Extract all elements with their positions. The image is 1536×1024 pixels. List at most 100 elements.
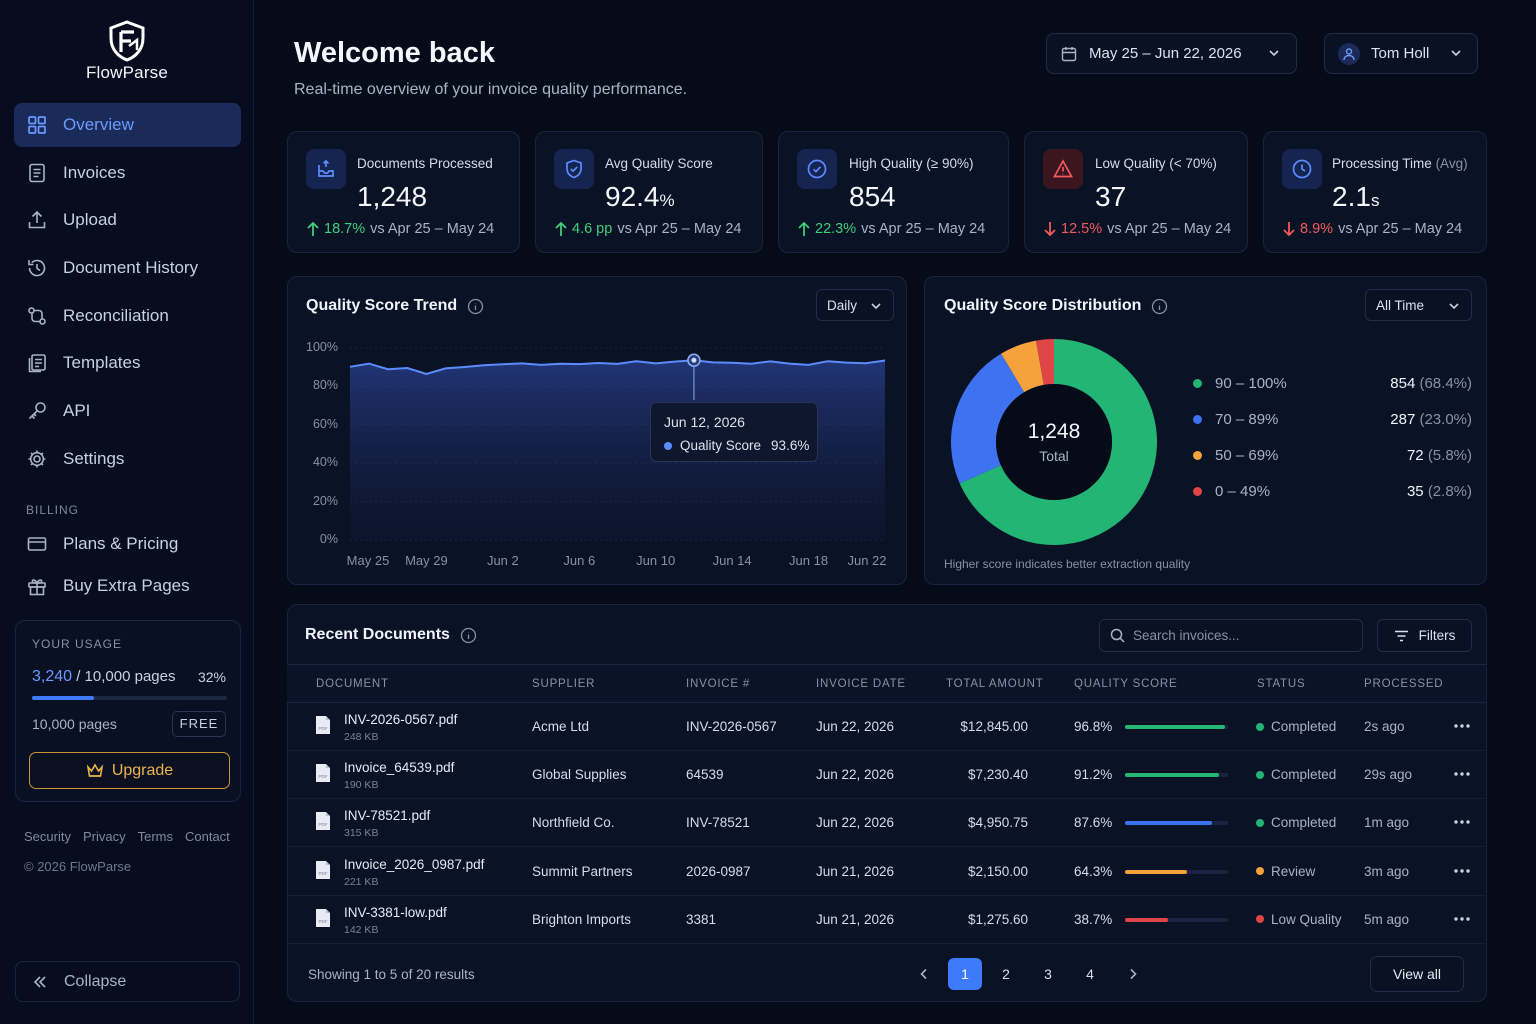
view-all-button[interactable]: View all xyxy=(1370,956,1464,992)
chevron-left-icon xyxy=(920,968,927,980)
pagination-page-4[interactable]: 4 xyxy=(1086,966,1094,982)
column-header-supplier[interactable]: SUPPLIER xyxy=(532,678,596,690)
sidebar-item-overview[interactable]: Overview xyxy=(14,103,241,147)
more-options-icon[interactable] xyxy=(1452,814,1472,830)
table-row[interactable]: PDF Invoice_64539.pdf 190 KB Global Supplie… xyxy=(287,751,1486,800)
kpi-delta: 4.6 pp vs Apr 25 – May 24 xyxy=(554,221,741,237)
table-row[interactable]: PDF INV-2026-0567.pdf 248 KB Acme Ltd INV-20… xyxy=(287,703,1486,751)
invoice-date-cell: Jun 22, 2026 xyxy=(816,815,895,831)
quality-distribution-donut xyxy=(951,339,1157,545)
kpi-value-unit: % xyxy=(659,191,675,210)
donut-slice[interactable] xyxy=(1035,339,1054,385)
document-name[interactable]: Invoice_64539.pdf xyxy=(344,760,455,776)
trend-period-select[interactable]: Daily xyxy=(816,289,894,321)
sidebar-item-templates[interactable]: Templates xyxy=(14,341,241,385)
date-range-picker[interactable]: May 25 – Jun 22, 2026 xyxy=(1046,33,1297,74)
search-input[interactable] xyxy=(1133,628,1353,643)
invoice-number-cell: INV-2026-0567 xyxy=(686,719,777,734)
more-options-icon[interactable] xyxy=(1452,911,1472,927)
document-name[interactable]: Invoice_2026_0987.pdf xyxy=(344,856,485,872)
card-icon xyxy=(26,533,48,555)
pdf-file-icon: PDF xyxy=(316,764,330,783)
document-name[interactable]: INV-3381-low.pdf xyxy=(344,904,447,920)
table-row[interactable]: PDF INV-3381-low.pdf 142 KB Brighton Import… xyxy=(287,896,1486,944)
kpi-delta-value: 8.9% xyxy=(1300,221,1334,237)
column-header-invoice-number[interactable]: INVOICE # xyxy=(686,678,751,690)
user-menu[interactable]: Tom Holl xyxy=(1324,33,1478,74)
svg-text:PDF: PDF xyxy=(319,822,328,827)
main-nav: Overview Invoices Upload Document Histor… xyxy=(14,103,241,485)
sidebar-item-plans-pricing[interactable]: Plans & Pricing xyxy=(14,523,241,565)
gear-icon xyxy=(26,448,48,470)
footer-link-security[interactable]: Security xyxy=(24,829,71,844)
sidebar-item-invoices[interactable]: Invoices xyxy=(14,151,241,195)
search-box[interactable] xyxy=(1099,619,1363,652)
document-size: 315 KB xyxy=(344,827,379,840)
status-badge: Completed xyxy=(1256,767,1336,782)
kpi-icon-container xyxy=(797,149,837,189)
upgrade-button[interactable]: Upgrade xyxy=(29,752,230,789)
sidebar-item-document-history[interactable]: Document History xyxy=(14,246,241,290)
total-amount-cell: $4,950.75 xyxy=(967,815,1028,831)
filters-label: Filters xyxy=(1418,628,1456,643)
document-size: 248 KB xyxy=(344,731,379,743)
status-badge: Low Quality xyxy=(1256,912,1342,927)
collapse-sidebar-button[interactable]: Collapse xyxy=(15,961,240,1002)
pagination-next-button[interactable] xyxy=(1116,958,1150,990)
distribution-filter-value: All Time xyxy=(1376,297,1425,313)
kpi-value-number: 2.1 xyxy=(1332,181,1371,212)
column-header-processed[interactable]: PROCESSED xyxy=(1364,678,1444,690)
pagination-page-3[interactable]: 3 xyxy=(1044,966,1052,982)
invoice-number-cell: INV-78521 xyxy=(686,815,750,831)
avatar xyxy=(1338,42,1360,65)
tooltip-date: Jun 12, 2026 xyxy=(664,414,745,430)
donut-slice[interactable] xyxy=(959,339,1157,545)
more-options-icon[interactable] xyxy=(1452,766,1472,782)
sidebar-item-reconciliation[interactable]: Reconciliation xyxy=(14,294,241,338)
pagination-page-2[interactable]: 2 xyxy=(1002,966,1010,982)
panel-title-text: Quality Score Trend xyxy=(306,297,458,314)
column-header-document[interactable]: DOCUMENT xyxy=(316,678,389,690)
table-row[interactable]: PDF INV-78521.pdf 315 KB Northfield Co. INV-… xyxy=(287,799,1486,848)
sidebar-item-settings[interactable]: Settings xyxy=(14,437,241,481)
info-icon[interactable] xyxy=(467,298,484,315)
sidebar-item-upload[interactable]: Upload xyxy=(14,198,241,242)
table-row[interactable]: PDF Invoice_2026_0987.pdf 221 KB Summit Par… xyxy=(287,848,1486,896)
document-name[interactable]: INV-2026-0567.pdf xyxy=(344,712,458,727)
status-dot xyxy=(1256,867,1264,876)
page-title: Welcome back xyxy=(294,37,495,69)
kpi-compare: vs Apr 25 – May 24 xyxy=(370,221,495,237)
footer-link-privacy[interactable]: Privacy xyxy=(82,829,126,844)
sidebar-item-api[interactable]: API xyxy=(14,389,241,433)
quality-score-cell: 38.7% xyxy=(1074,911,1113,927)
column-header-invoice-date[interactable]: INVOICE DATE xyxy=(816,678,906,690)
gift-icon xyxy=(26,575,48,597)
key-icon xyxy=(26,400,48,422)
column-header-total-amount[interactable]: TOTAL AMOUNT xyxy=(946,678,1044,690)
distribution-filter-select[interactable]: All Time xyxy=(1365,289,1472,321)
donut-center: 1,248 Total xyxy=(1003,420,1105,464)
footer-link-contact[interactable]: Contact xyxy=(184,829,230,844)
donut-slice[interactable] xyxy=(951,353,1025,484)
more-options-icon[interactable] xyxy=(1452,863,1472,879)
kpi-value-number: 92.4 xyxy=(605,181,660,212)
footer-link-terms[interactable]: Terms xyxy=(137,829,173,844)
usage-title: YOUR USAGE xyxy=(32,637,123,651)
sidebar-item-buy-extra-pages[interactable]: Buy Extra Pages xyxy=(14,565,241,607)
brand-logo[interactable]: FlowParse xyxy=(0,20,254,83)
info-icon[interactable] xyxy=(460,627,477,644)
kpi-label: Processing Time (Avg) xyxy=(1332,156,1468,171)
column-header-status[interactable]: STATUS xyxy=(1257,678,1306,690)
more-options-icon[interactable] xyxy=(1452,718,1472,734)
document-name[interactable]: INV-78521.pdf xyxy=(344,808,431,824)
arrow-up-icon xyxy=(307,221,319,236)
donut-slice[interactable] xyxy=(1001,340,1044,393)
pagination-prev-button[interactable] xyxy=(907,958,941,990)
info-icon[interactable] xyxy=(1151,298,1168,315)
pagination-page-1[interactable]: 1 xyxy=(948,958,982,990)
processed-cell: 1m ago xyxy=(1364,815,1410,831)
chart-tooltip: Jun 12, 2026 Quality Score 93.6% xyxy=(650,402,818,462)
filters-button[interactable]: Filters xyxy=(1377,619,1472,652)
processed-cell: 5m ago xyxy=(1364,911,1410,927)
column-header-quality-score[interactable]: QUALITY SCORE xyxy=(1074,678,1178,690)
